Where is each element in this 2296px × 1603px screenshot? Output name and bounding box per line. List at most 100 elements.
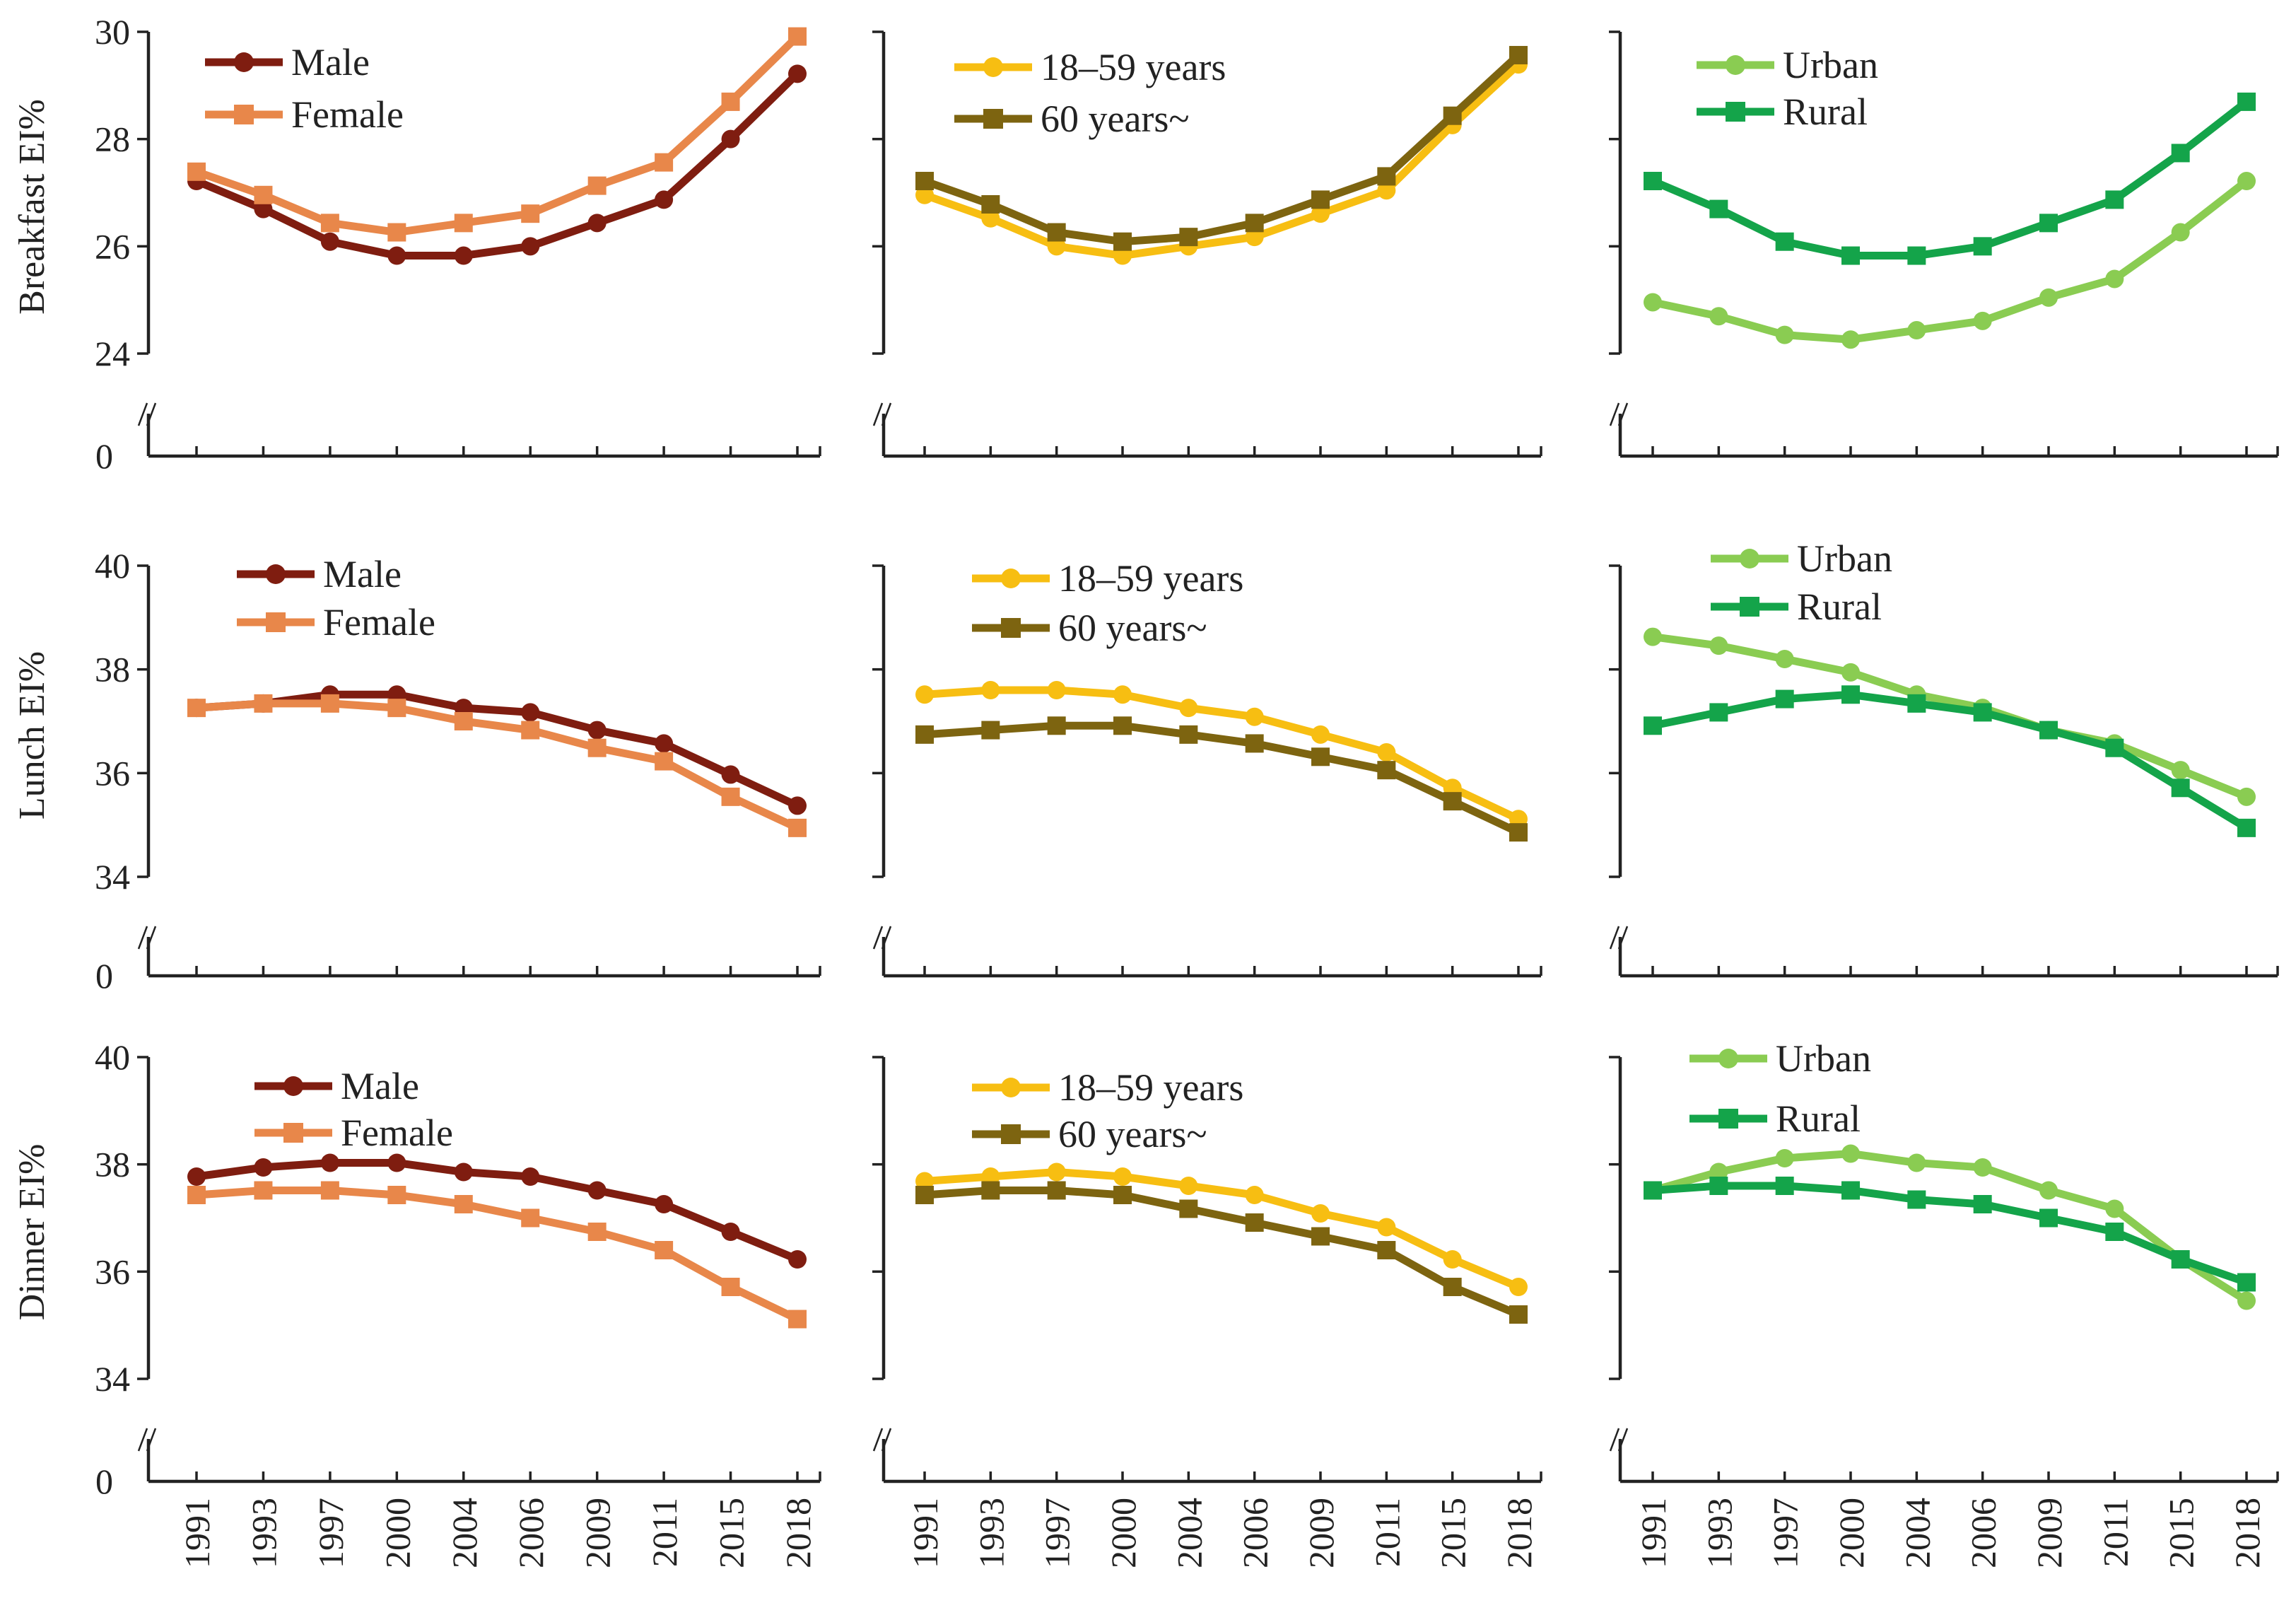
series-male xyxy=(187,1153,807,1269)
data-point-female xyxy=(721,1278,740,1296)
data-point-male xyxy=(521,1167,540,1186)
axis-break-mark xyxy=(1617,1428,1629,1452)
legend-label-age_18_59: 18–59 years xyxy=(1058,557,1243,600)
data-point-age_60_plus xyxy=(1047,1181,1066,1200)
legend-marker-rural xyxy=(1726,102,1745,122)
x-tick-label: 1993 xyxy=(244,1498,283,1568)
data-point-age_18_59 xyxy=(1047,681,1066,699)
legend-item-urban: Urban xyxy=(1689,1037,1871,1080)
axis-break-mark xyxy=(881,1428,892,1452)
data-point-age_60_plus xyxy=(1311,747,1330,766)
data-point-urban xyxy=(1907,1153,1926,1172)
data-point-age_18_59 xyxy=(1311,204,1330,223)
data-point-age_60_plus xyxy=(1245,1213,1264,1232)
data-point-rural xyxy=(1841,246,1860,265)
legend-label-male: Male xyxy=(341,1065,419,1107)
legend-label-urban: Urban xyxy=(1776,1037,1871,1080)
axis-break-mark xyxy=(137,402,148,426)
data-point-rural xyxy=(1709,199,1728,218)
y-tick-label: 24 xyxy=(95,334,130,373)
y-axis-title: Lunch EI% xyxy=(12,651,52,820)
series-line-age_60_plus xyxy=(920,721,1523,837)
data-point-urban xyxy=(2237,1291,2256,1310)
series-line-age_60_plus xyxy=(920,51,1523,246)
data-point-urban xyxy=(2171,223,2190,242)
axis-break-mark xyxy=(872,402,884,426)
data-point-age_60_plus xyxy=(981,1181,1000,1200)
series-age_60_plus xyxy=(915,716,1528,842)
data-point-rural xyxy=(1775,232,1794,251)
data-point-urban xyxy=(1973,311,1992,330)
legend-item-male: Male xyxy=(237,553,402,595)
series-line-female xyxy=(192,33,802,237)
data-point-male xyxy=(788,64,807,83)
series-rural xyxy=(1644,92,2256,265)
y-tick-label: 36 xyxy=(95,1252,130,1291)
series-line-urban xyxy=(1648,177,2251,344)
legend-label-urban: Urban xyxy=(1797,537,1892,580)
data-point-rural xyxy=(1907,246,1926,265)
legend-marker-rural xyxy=(1718,1109,1738,1129)
data-point-female xyxy=(254,185,273,204)
panel-lunch-sex: 34 36 38 40 0 Lunch EI% Male Female xyxy=(12,546,821,996)
y-tick-label: 34 xyxy=(95,1359,130,1399)
data-point-female xyxy=(320,214,339,233)
axis-break-mark xyxy=(872,926,884,950)
legend-label-rural: Rural xyxy=(1776,1097,1861,1140)
data-point-female xyxy=(788,1310,807,1329)
panel-breakfast-area: Urban Rural xyxy=(1609,30,2279,458)
series-line-age_18_59 xyxy=(920,1168,1523,1291)
data-point-rural xyxy=(1644,172,1662,191)
data-point-female xyxy=(454,214,473,233)
series-line-female xyxy=(192,1187,802,1323)
x-tick-label: 2009 xyxy=(578,1498,618,1568)
x-tick-label: 2006 xyxy=(1964,1498,2003,1568)
legend-marker-female xyxy=(266,612,286,632)
data-point-rural xyxy=(2237,92,2256,111)
data-point-female xyxy=(721,92,740,111)
series-line-age_18_59 xyxy=(920,60,1523,260)
data-point-rural xyxy=(1973,1195,1992,1213)
axis-break-mark xyxy=(881,926,892,950)
data-point-rural xyxy=(2039,214,2058,233)
data-point-age_60_plus xyxy=(1311,1227,1330,1246)
data-point-male xyxy=(587,721,607,740)
data-point-age_60_plus xyxy=(1047,716,1066,735)
data-point-age_60_plus xyxy=(915,725,934,744)
series-line-rural xyxy=(1648,1182,2251,1286)
legend-item-male: Male xyxy=(254,1065,419,1107)
legend-label-age_60_plus: 60 years~ xyxy=(1058,607,1207,649)
legend-marker-urban xyxy=(1718,1049,1738,1068)
x-tick-label: 2004 xyxy=(445,1498,484,1568)
y-tick-label: 26 xyxy=(95,226,130,266)
data-point-age_60_plus xyxy=(1179,1199,1198,1218)
series-line-male xyxy=(192,1159,802,1264)
series-line-female xyxy=(192,699,802,832)
x-tick-label: 1991 xyxy=(906,1498,945,1568)
data-point-age_18_59 xyxy=(1113,246,1132,265)
data-point-age_60_plus xyxy=(1443,792,1462,811)
data-point-male xyxy=(587,1181,607,1200)
data-point-age_60_plus xyxy=(915,1186,934,1204)
panel-dinner-area: 1991 1993 1997 2000 2004 2006 2009 2011 2015 2018… xyxy=(1609,1037,2279,1568)
legend-item-age_60_plus: 60 years~ xyxy=(954,98,1190,140)
data-point-female xyxy=(655,153,674,172)
data-point-age_60_plus xyxy=(1113,716,1132,735)
data-point-male xyxy=(254,1158,273,1177)
data-point-female xyxy=(655,752,674,771)
data-point-age_18_59 xyxy=(1047,1162,1066,1182)
data-point-male xyxy=(721,765,740,784)
legend-marker-age_18_59 xyxy=(1001,569,1021,588)
data-point-rural xyxy=(2171,144,2190,163)
x-tick-label: 2015 xyxy=(1434,1498,1473,1568)
legend-marker-age_18_59 xyxy=(983,57,1003,77)
legend-marker-rural xyxy=(1740,597,1759,617)
legend-item-rural: Rural xyxy=(1689,1097,1861,1140)
y-tick-label: 34 xyxy=(95,857,130,897)
data-point-age_60_plus xyxy=(1509,823,1528,842)
data-point-urban xyxy=(1841,663,1860,682)
x-tick-label: 2015 xyxy=(712,1498,751,1568)
data-point-male xyxy=(788,796,807,815)
legend-label-urban: Urban xyxy=(1783,44,1878,86)
axis-break-mark xyxy=(146,402,157,426)
